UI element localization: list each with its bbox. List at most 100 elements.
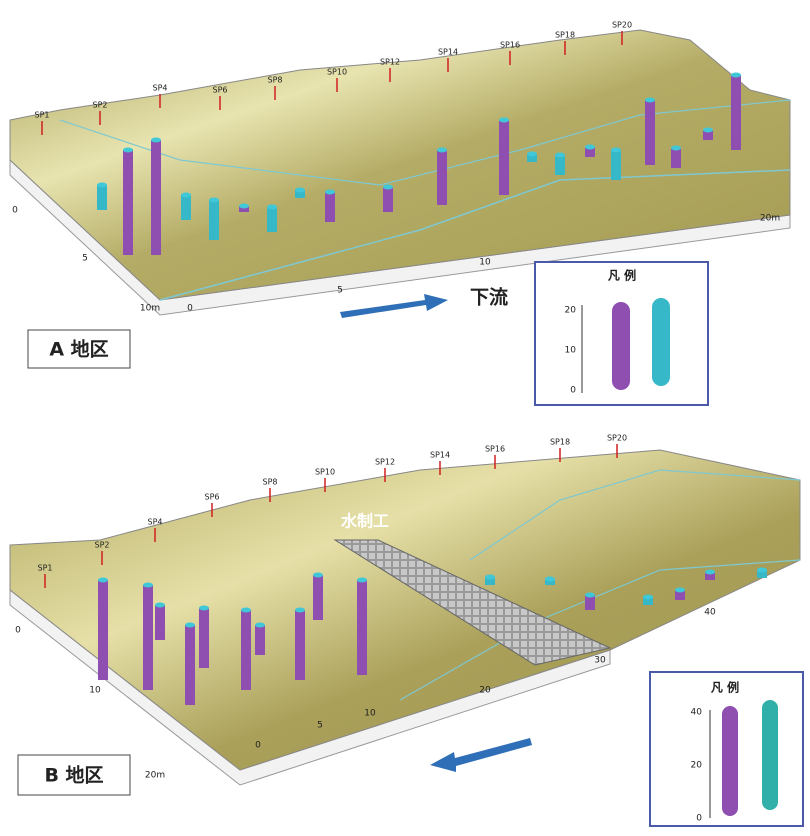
cylinder-top	[98, 578, 108, 583]
legend-tick-label: 40	[691, 708, 703, 718]
cylinder-top	[555, 153, 565, 158]
cylinder	[555, 155, 565, 175]
cylinder-top	[705, 570, 715, 575]
cylinder-top	[185, 623, 195, 628]
cylinder	[199, 608, 209, 668]
cylinder-top	[143, 583, 153, 588]
cylinder	[325, 192, 335, 222]
cylinder-top	[437, 148, 447, 153]
panel-label: A 地区	[49, 338, 108, 361]
axis-label: 0	[255, 741, 261, 751]
axis-label: 10	[89, 686, 101, 696]
station-label: SP1	[35, 111, 50, 120]
cylinder	[437, 150, 447, 205]
axis-label: 10	[479, 258, 491, 268]
station-label: SP18	[555, 31, 575, 40]
cylinder	[499, 120, 509, 195]
cylinder	[98, 580, 108, 680]
axis-label: 0	[15, 626, 21, 636]
axis-label: 0	[12, 206, 18, 216]
cylinder-top	[611, 148, 621, 153]
legend-a: 凡 例	[535, 262, 708, 405]
station-label: SP4	[148, 518, 163, 527]
cylinder-top	[295, 608, 305, 613]
cylinder-top	[545, 577, 555, 582]
cylinder-top	[499, 118, 509, 123]
station-label: SP8	[268, 76, 283, 85]
station-label: SP6	[213, 86, 228, 95]
station-label: SP16	[485, 445, 505, 454]
station-label: SP12	[380, 58, 400, 67]
flow-label: 下流	[470, 286, 508, 309]
label-box-a: A 地区	[28, 330, 130, 368]
cylinder-top	[675, 588, 685, 593]
station-label: SP4	[153, 84, 168, 93]
cylinder-top	[239, 204, 249, 209]
cylinder	[209, 200, 219, 240]
cylinder-top	[671, 146, 681, 151]
cylinder	[611, 150, 621, 180]
page: SP1SP2SP4SP6SP8SP10SP12SP14SP16SP18SP20 …	[0, 0, 810, 836]
cylinder-top	[241, 608, 251, 613]
cylinder	[731, 75, 741, 150]
axis-label: 20m	[145, 771, 165, 781]
axis-label: 10	[364, 709, 376, 719]
cylinder-top	[123, 148, 133, 153]
cylinder-top	[325, 190, 335, 195]
cylinder	[313, 575, 323, 620]
legend-title: 凡 例	[608, 268, 636, 283]
axis-label: 40	[704, 608, 716, 618]
station-label: SP16	[500, 41, 520, 50]
legend-tick-label: 0	[570, 386, 576, 396]
cylinder	[181, 195, 191, 220]
cylinder-top	[703, 128, 713, 133]
cylinder-top	[151, 138, 161, 143]
station-label: SP18	[550, 438, 570, 447]
cylinder-top	[313, 573, 323, 578]
axis-label: 5	[317, 721, 323, 731]
cylinder-top	[97, 183, 107, 188]
structure-label: 水制工	[340, 512, 389, 531]
axis-label: 10m	[140, 304, 160, 314]
axis-label: 20	[479, 686, 491, 696]
cylinder-top	[731, 73, 741, 78]
cylinder	[383, 187, 393, 212]
axis-label: 0	[187, 304, 193, 314]
station-label: SP14	[430, 451, 450, 460]
axis-label: 20m	[760, 214, 780, 224]
station-label: SP10	[327, 68, 347, 77]
cylinder	[671, 148, 681, 168]
legend-tick-label: 0	[696, 814, 702, 824]
axis-label: 5	[337, 286, 343, 296]
legend-tick-label: 10	[565, 346, 577, 356]
station-label: SP20	[607, 434, 627, 443]
cylinder	[143, 585, 153, 690]
station-label: SP8	[263, 478, 278, 487]
cylinder-top	[199, 606, 209, 611]
station-label: SP14	[438, 48, 458, 57]
cylinder-top	[757, 568, 767, 573]
legend-tick-label: 20	[565, 306, 577, 316]
cylinder	[151, 140, 161, 255]
station-label: SP2	[93, 101, 108, 110]
cylinder	[155, 605, 165, 640]
cylinder-top	[155, 603, 165, 608]
cylinder-top	[209, 198, 219, 203]
cylinder-top	[645, 98, 655, 103]
station-label: SP1	[38, 564, 53, 573]
cylinder-top	[585, 145, 595, 150]
cylinder-top	[357, 578, 367, 583]
cylinder	[97, 185, 107, 210]
legend-title: 凡 例	[711, 680, 739, 695]
cylinder-top	[383, 185, 393, 190]
cylinder	[267, 207, 277, 232]
station-label: SP20	[612, 21, 632, 30]
cylinder-top	[255, 623, 265, 628]
cylinder	[241, 610, 251, 690]
cylinder-top	[485, 575, 495, 580]
flow-arrow	[340, 294, 448, 318]
cylinder	[645, 100, 655, 165]
station-label: SP2	[95, 541, 110, 550]
axis-label: 5	[82, 254, 88, 264]
flow-arrow	[430, 738, 532, 772]
